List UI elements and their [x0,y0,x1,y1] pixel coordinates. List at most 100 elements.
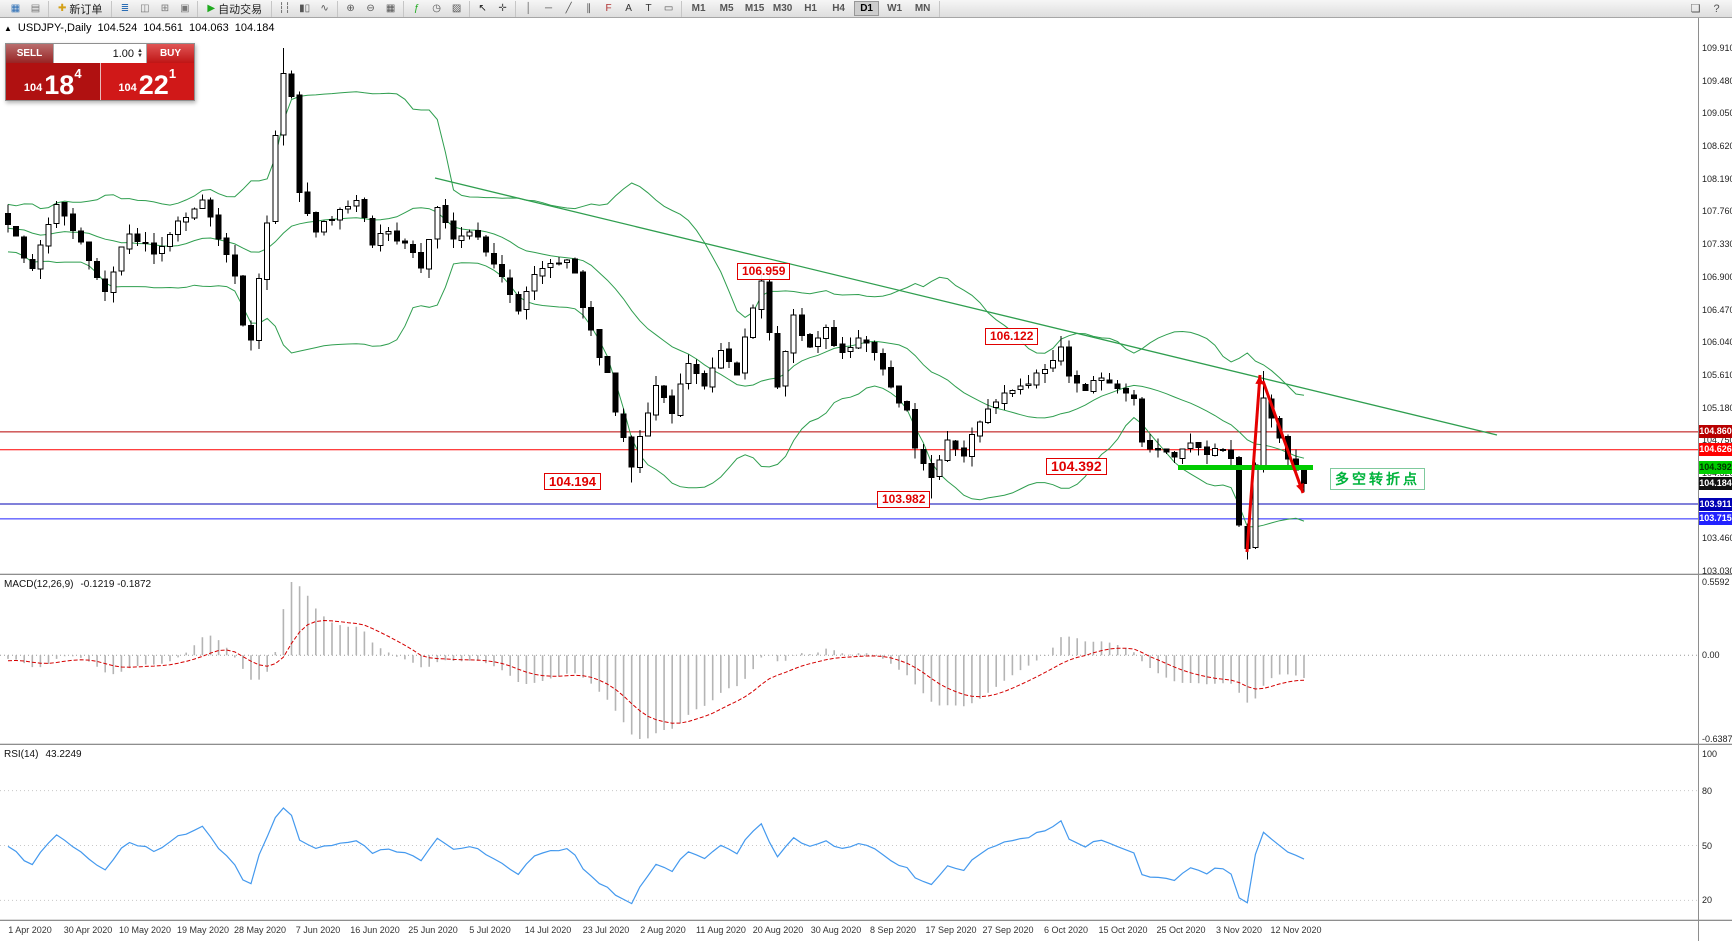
line-chart-icon-icon: ∿ [320,3,329,14]
down-arrow[interactable] [1261,380,1305,494]
time-axis-label: 30 Aug 2020 [810,925,862,935]
macd-label: MACD(12,26,9) -0.1219 -0.1872 [4,579,151,590]
fibonacci-icon[interactable]: F [600,1,617,16]
crosshair-icon-icon: ✛ [498,3,507,14]
timeframe-m1-button[interactable]: M1 [691,3,706,14]
buy-price-button[interactable]: 104 22 1 [100,63,194,100]
time-axis-label: 19 May 2020 [176,925,230,935]
collapse-trade-panel-icon[interactable]: ▲ [4,23,12,33]
price-callout-103.982[interactable]: 103.982 [877,491,931,508]
indicators-icon[interactable]: ƒ [408,1,425,16]
rsi-name: RSI(14) [4,749,39,760]
timeframe-mn-button[interactable]: MN [914,3,931,14]
price-callout-104.392[interactable]: 104.392 [1046,458,1107,475]
new-chart-icon-icon: ▦ [10,3,21,14]
volume-stepper[interactable]: ▲ ▼ [137,47,143,59]
time-axis-label: 23 Jul 2020 [582,925,630,935]
price-callout-106.959[interactable]: 106.959 [737,263,791,280]
volume-up-icon[interactable]: ▲ [137,47,143,54]
candles [5,48,1307,560]
bar-chart-icon[interactable]: ┆┆ [276,1,293,16]
line-chart-icon[interactable]: ∿ [316,1,333,16]
price-axis-label: 105.180 [1702,403,1732,413]
periods-icon[interactable]: ◷ [428,1,445,16]
cursor-icon[interactable]: ↖ [474,1,491,16]
trendline-icon[interactable]: ╱ [560,1,577,16]
timeframe-h1-button[interactable]: H1 [804,3,817,14]
buy-price-prefix: 104 [118,82,137,94]
data-window-icon[interactable]: ◫ [136,1,153,16]
pivot-annotation[interactable]: 多空转折点 [1330,468,1425,490]
rsi-axis-label: 80 [1702,786,1713,796]
macd-axis-label: 0.00 [1702,650,1720,660]
rsi-panel [0,790,1698,905]
time-axis-label: 27 Sep 2020 [982,925,1034,935]
zoom-out-icon-icon: ⊖ [366,3,375,14]
terminal-icon[interactable]: ▣ [176,1,193,16]
autotrading-icon: ▶ [207,3,216,14]
descending-trendline[interactable] [434,177,1498,436]
zoom-out-icon[interactable]: ⊖ [362,1,379,16]
price-callout-104.194[interactable]: 104.194 [544,473,601,490]
shapes-icon[interactable]: ▭ [660,1,677,16]
new-chart-icon[interactable]: ▦ [7,1,24,16]
text-icon[interactable]: A [620,1,637,16]
zoom-in-icon[interactable]: ⊕ [342,1,359,16]
price-axis-label: 106.470 [1702,305,1732,315]
label-icon[interactable]: T [640,1,657,16]
sell-button[interactable]: SELL [6,44,53,63]
autotrading-button[interactable]: ▶ 自动交易 [202,1,267,16]
navigator-icon[interactable]: ⊞ [156,1,173,16]
price-axis-label: 108.620 [1702,141,1732,151]
buy-button[interactable]: BUY [147,44,194,63]
channel-icon-icon: ∥ [586,3,592,14]
price-axis-label: 105.610 [1702,370,1732,380]
volume-input[interactable]: 1.00 ▲ ▼ [53,44,147,63]
timeframe-m5-button[interactable]: M5 [719,3,734,14]
up-arrow[interactable] [1245,374,1264,553]
buy-price-sup: 1 [168,66,177,81]
one-click-trading-panel: SELL 1.00 ▲ ▼ BUY 104 18 4 104 22 1 [5,43,195,101]
profiles-icon[interactable]: ▤ [27,1,44,16]
templates-icon[interactable]: ▨ [448,1,465,16]
time-axis-label: 15 Oct 2020 [1098,925,1148,935]
channel-icon[interactable]: ∥ [580,1,597,16]
terminal-icon-icon: ▣ [180,3,190,14]
timeframe-w1-button[interactable]: W1 [887,3,903,14]
grid-icon[interactable]: ▦ [382,1,399,16]
price-axis-label: 108.190 [1702,174,1732,184]
rsi-line [7,807,1305,905]
time-axis-label: 11 Aug 2020 [696,925,746,935]
bollinger-bands [7,91,1305,528]
price-tag-103.911: 103.911 [1699,498,1732,511]
sell-price-button[interactable]: 104 18 4 [6,63,101,100]
timeframe-m15-button[interactable]: M15 [744,3,765,14]
open-value: 104.524 [97,22,138,34]
rsi-value: 43.2249 [45,749,82,760]
help-icon[interactable]: ? [1713,2,1720,15]
vertical-line-icon[interactable]: │ [520,1,537,16]
price-callout-106.122[interactable]: 106.122 [985,328,1039,345]
sell-price-big: 18 [44,70,75,100]
candlestick-chart-icon[interactable]: ▮▯ [296,1,313,16]
timeframe-h4-button[interactable]: H4 [832,3,845,14]
price-axis-label: 103.030 [1702,566,1732,576]
new-order-button[interactable]: ✚ 新订单 [53,1,107,16]
macd-axis-label: -0.6387 [1702,734,1732,744]
horizontal-line-icon[interactable]: ─ [540,1,557,16]
time-axis-label: 2 Aug 2020 [640,925,686,935]
market-watch-icon[interactable]: ≣ [116,1,133,16]
price-axis-label: 109.050 [1702,108,1732,118]
price-axis-label: 104.750 [1702,435,1732,445]
timeframe-m30-button[interactable]: M30 [772,3,793,14]
volume-down-icon[interactable]: ▼ [137,52,143,59]
crosshair-icon[interactable]: ✛ [494,1,511,16]
time-axis-label: 6 Oct 2020 [1043,925,1089,935]
toolbar: ▦ ▤ ✚ 新订单 ≣ ◫ ⊞ ▣ ▶ 自动交易 ┆┆ ▮▯ ∿ ⊕ ⊖ ▦ ƒ ◷ ▨ ↖ ✛ │ ─ ╱ ∥ F A T ▭ M1 M5… [0,0,1732,18]
timeframe-d1-button[interactable]: D1 [854,1,880,16]
trendline-icon-icon: ╱ [565,3,572,14]
macd-name: MACD(12,26,9) [4,579,74,590]
time-axis-label: 5 Jul 2020 [469,925,511,935]
window-arrange-icon[interactable]: ❏ [1690,3,1701,15]
